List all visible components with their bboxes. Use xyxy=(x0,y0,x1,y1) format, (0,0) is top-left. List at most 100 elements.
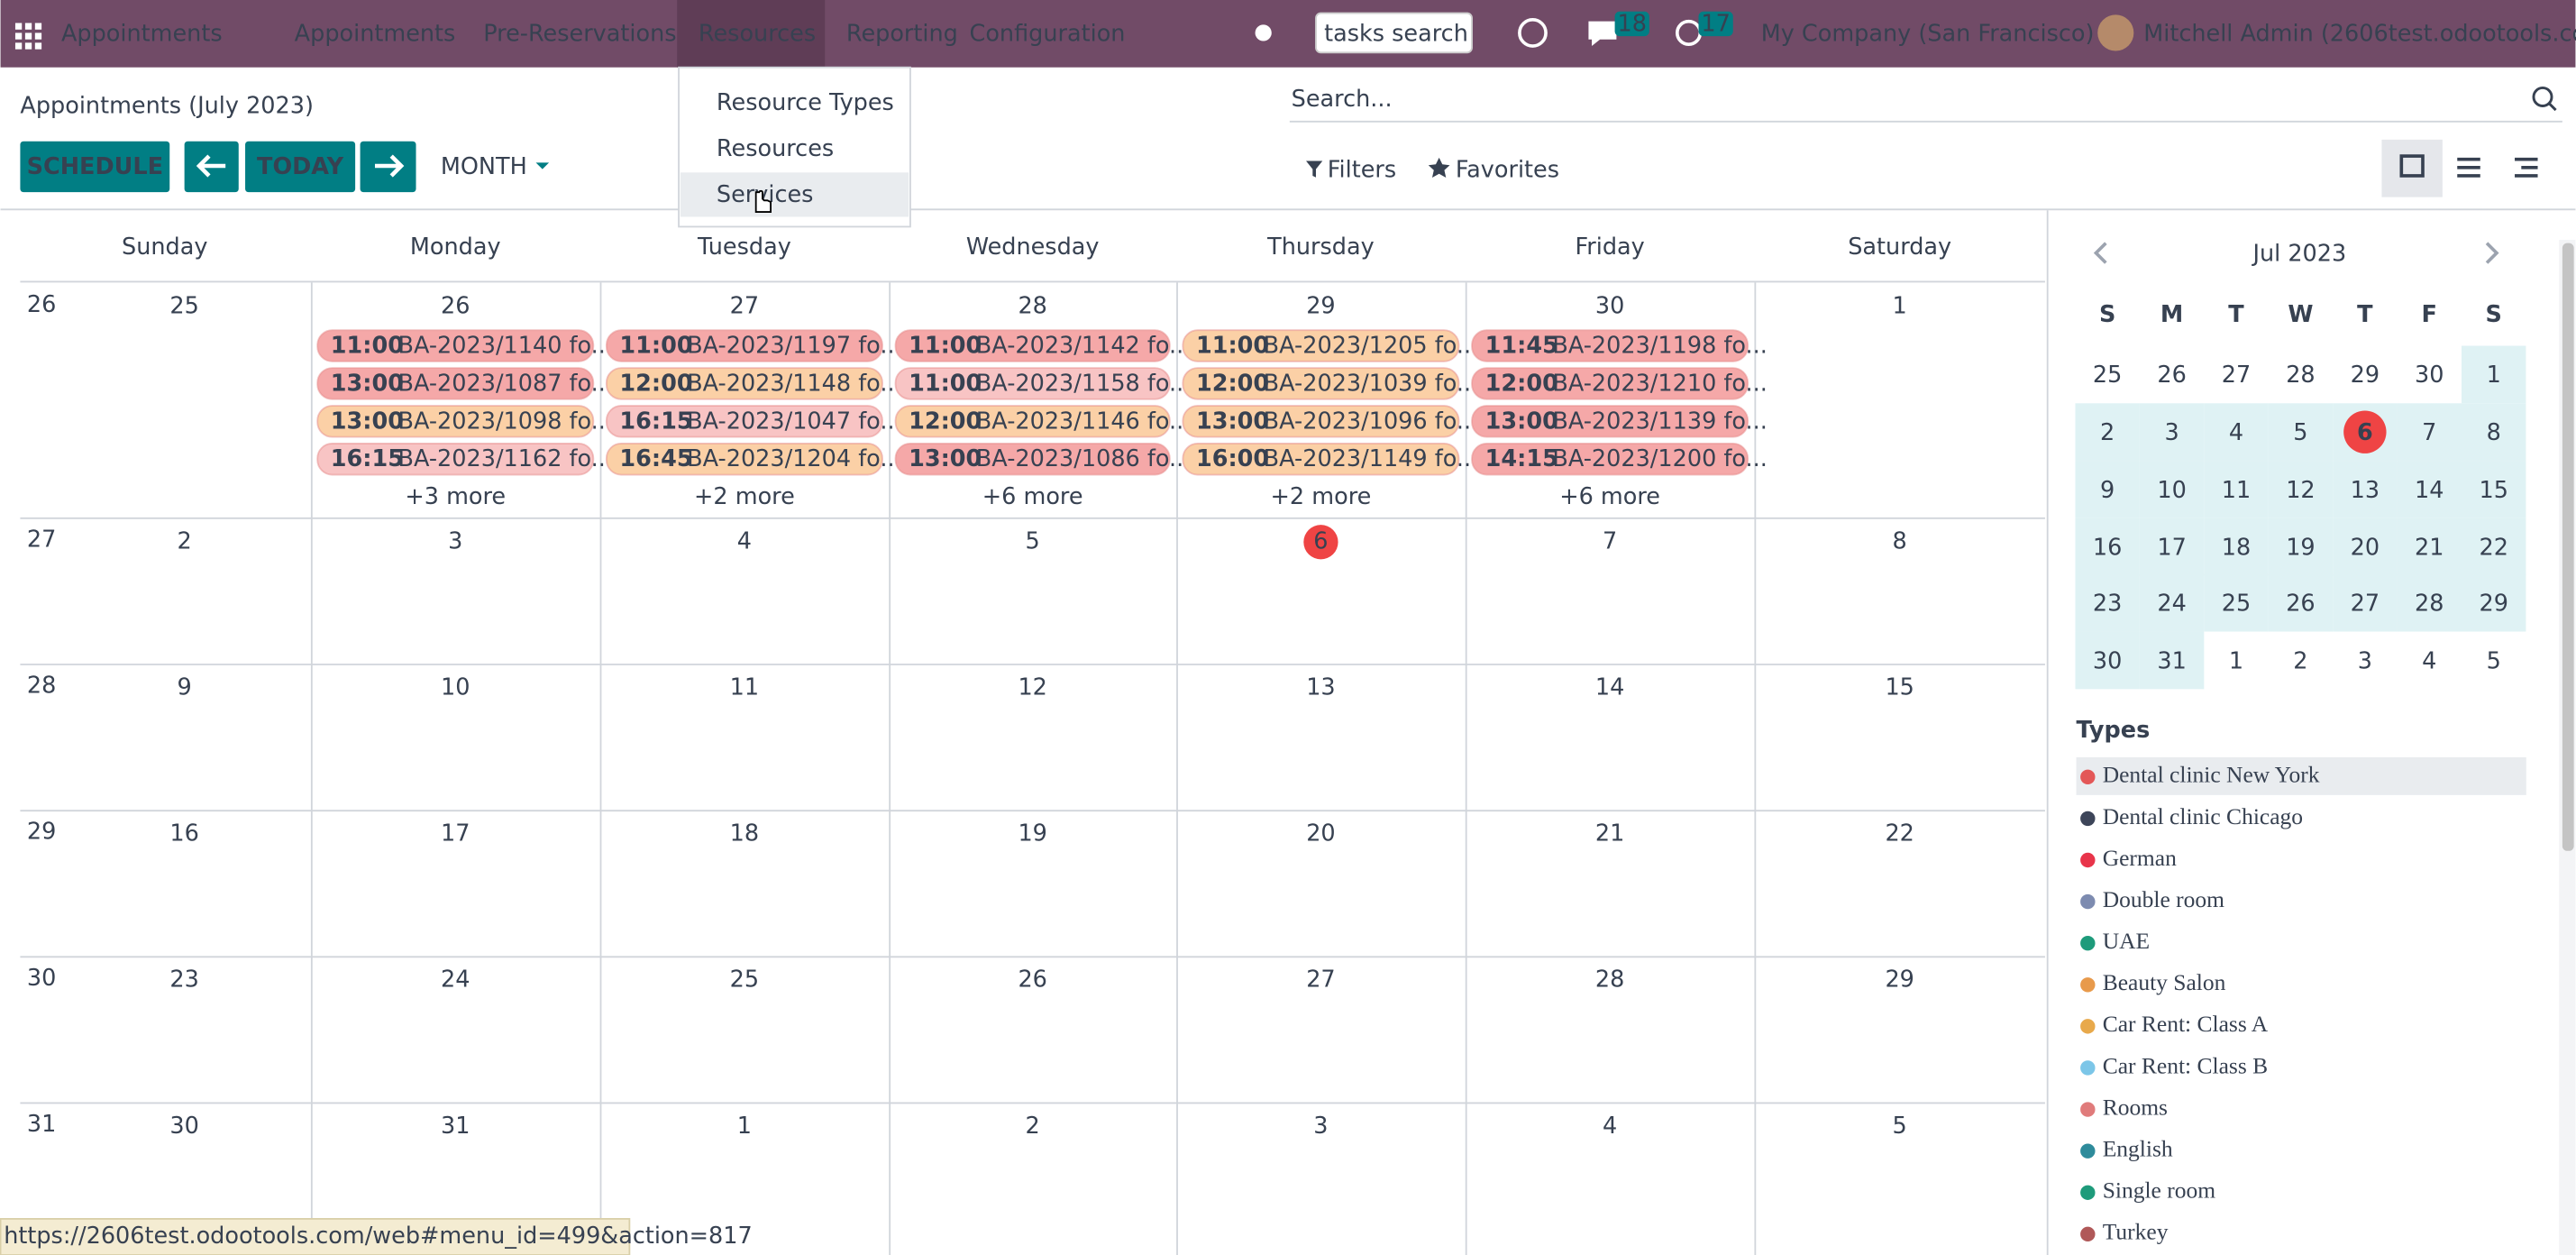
event[interactable] xyxy=(1471,367,1749,400)
event[interactable] xyxy=(1182,367,1460,400)
mini-day[interactable]: 5 xyxy=(2487,647,2501,674)
mini-day[interactable]: 11 xyxy=(2222,477,2251,504)
event[interactable] xyxy=(605,405,883,438)
day-number[interactable]: 7 xyxy=(1603,527,1617,554)
scrollbar-thumb[interactable] xyxy=(2562,243,2574,851)
event[interactable] xyxy=(316,443,595,476)
app-name[interactable]: Appointments xyxy=(61,20,223,47)
avatar[interactable] xyxy=(2097,14,2134,51)
sync-icon[interactable] xyxy=(1518,18,1548,48)
schedule-label[interactable]: SCHEDULE xyxy=(27,153,163,180)
day-number[interactable]: 4 xyxy=(1603,1113,1617,1140)
day-number[interactable]: 22 xyxy=(1885,820,1914,847)
mini-day[interactable]: 16 xyxy=(2093,535,2122,562)
mini-day[interactable]: 1 xyxy=(2229,647,2243,674)
day-number[interactable]: 10 xyxy=(441,673,470,701)
mini-day[interactable]: 6 xyxy=(2357,419,2373,446)
event[interactable] xyxy=(605,367,883,400)
type-name[interactable]: Single room xyxy=(2103,1177,2216,1204)
mini-day[interactable]: 5 xyxy=(2293,419,2307,446)
type-name[interactable]: Rooms xyxy=(2103,1094,2168,1120)
day-number[interactable]: 19 xyxy=(1018,820,1046,847)
event[interactable] xyxy=(894,405,1171,438)
mini-day[interactable]: 4 xyxy=(2229,419,2243,446)
more-link[interactable]: +2 more xyxy=(694,483,795,510)
mini-prev[interactable] xyxy=(2093,242,2107,264)
day-number[interactable]: 3 xyxy=(1313,1113,1328,1140)
more-link[interactable]: +6 more xyxy=(982,483,1083,510)
day-number[interactable]: 3 xyxy=(448,527,462,554)
menu-item[interactable]: Pre-Reservations xyxy=(483,20,676,47)
day-number[interactable]: 12 xyxy=(1018,673,1046,701)
type-name[interactable]: Car Rent: Class B xyxy=(2103,1052,2268,1078)
event[interactable] xyxy=(1471,329,1749,362)
dropdown-item[interactable]: Resource Types xyxy=(717,89,894,116)
mini-day[interactable]: 25 xyxy=(2222,590,2251,617)
day-number[interactable]: 16 xyxy=(169,820,198,847)
day-number[interactable]: 27 xyxy=(1306,966,1335,994)
day-number[interactable]: 5 xyxy=(1893,1113,1907,1140)
mini-day[interactable]: 25 xyxy=(2093,362,2122,389)
mini-day[interactable]: 15 xyxy=(2479,477,2507,504)
mini-day[interactable]: 28 xyxy=(2415,590,2444,617)
event[interactable] xyxy=(894,329,1171,362)
list-view-icon[interactable] xyxy=(2457,157,2480,178)
day-number[interactable]: 23 xyxy=(169,966,198,994)
day-number[interactable]: 14 xyxy=(1595,673,1624,701)
type-name[interactable]: Dental clinic Chicago xyxy=(2103,803,2303,829)
type-name[interactable]: Dental clinic New York xyxy=(2103,762,2320,788)
today-button[interactable] xyxy=(245,141,356,193)
day-number[interactable]: 26 xyxy=(441,293,470,320)
day-number[interactable]: 31 xyxy=(441,1113,470,1140)
day-number[interactable]: 29 xyxy=(1306,293,1335,320)
mini-day[interactable]: 31 xyxy=(2157,647,2186,674)
today-label[interactable]: TODAY xyxy=(257,153,344,180)
mini-day[interactable]: 12 xyxy=(2286,477,2315,504)
mini-day[interactable]: 9 xyxy=(2100,477,2115,504)
mini-day[interactable]: 17 xyxy=(2157,535,2186,562)
mini-day[interactable]: 23 xyxy=(2093,590,2122,617)
menu-item[interactable]: Reporting xyxy=(846,20,958,47)
mini-day[interactable]: 22 xyxy=(2479,535,2507,562)
day-number[interactable]: 1 xyxy=(737,1113,752,1140)
mini-day[interactable]: 13 xyxy=(2351,477,2380,504)
mini-day[interactable]: 26 xyxy=(2157,362,2186,389)
mini-day[interactable]: 29 xyxy=(2479,590,2507,617)
mini-day[interactable]: 18 xyxy=(2222,535,2251,562)
month-label[interactable]: MONTH xyxy=(441,153,527,180)
chat-icon[interactable] xyxy=(1588,21,1617,47)
day-number[interactable]: 9 xyxy=(178,673,192,701)
mini-day[interactable]: 3 xyxy=(2164,419,2179,446)
event[interactable] xyxy=(316,405,595,438)
event[interactable] xyxy=(894,367,1171,400)
schedule-button[interactable] xyxy=(20,141,170,193)
type-name[interactable]: Turkey xyxy=(2103,1219,2169,1245)
event[interactable] xyxy=(1182,329,1460,362)
mini-day[interactable]: 21 xyxy=(2415,535,2444,562)
mini-day[interactable]: 20 xyxy=(2351,535,2380,562)
day-number[interactable]: 13 xyxy=(1306,673,1335,701)
mini-day[interactable]: 28 xyxy=(2286,362,2315,389)
type-name[interactable]: German xyxy=(2103,845,2177,871)
dropdown-item[interactable]: Resources xyxy=(717,135,834,162)
mini-day[interactable]: 8 xyxy=(2487,419,2501,446)
type-name[interactable]: Double room xyxy=(2103,886,2224,912)
event[interactable] xyxy=(894,443,1171,476)
event[interactable] xyxy=(1182,405,1460,438)
calendar-view-icon[interactable] xyxy=(2399,154,2425,178)
day-number[interactable]: 25 xyxy=(730,966,759,994)
day-number[interactable]: 25 xyxy=(169,293,198,320)
mini-day[interactable]: 24 xyxy=(2157,590,2186,617)
menu-item[interactable]: Resources xyxy=(699,20,816,47)
mini-day[interactable]: 7 xyxy=(2422,419,2436,446)
mini-day[interactable]: 27 xyxy=(2222,362,2251,389)
day-number[interactable]: 27 xyxy=(730,293,759,320)
day-number[interactable]: 30 xyxy=(169,1113,198,1140)
day-number[interactable]: 30 xyxy=(1595,293,1624,320)
day-number[interactable]: 2 xyxy=(178,527,192,554)
mini-day[interactable]: 4 xyxy=(2422,647,2436,674)
event[interactable] xyxy=(605,443,883,476)
day-number[interactable]: 26 xyxy=(1018,966,1046,994)
mini-day[interactable]: 29 xyxy=(2351,362,2380,389)
day-number[interactable]: 29 xyxy=(1885,966,1914,994)
